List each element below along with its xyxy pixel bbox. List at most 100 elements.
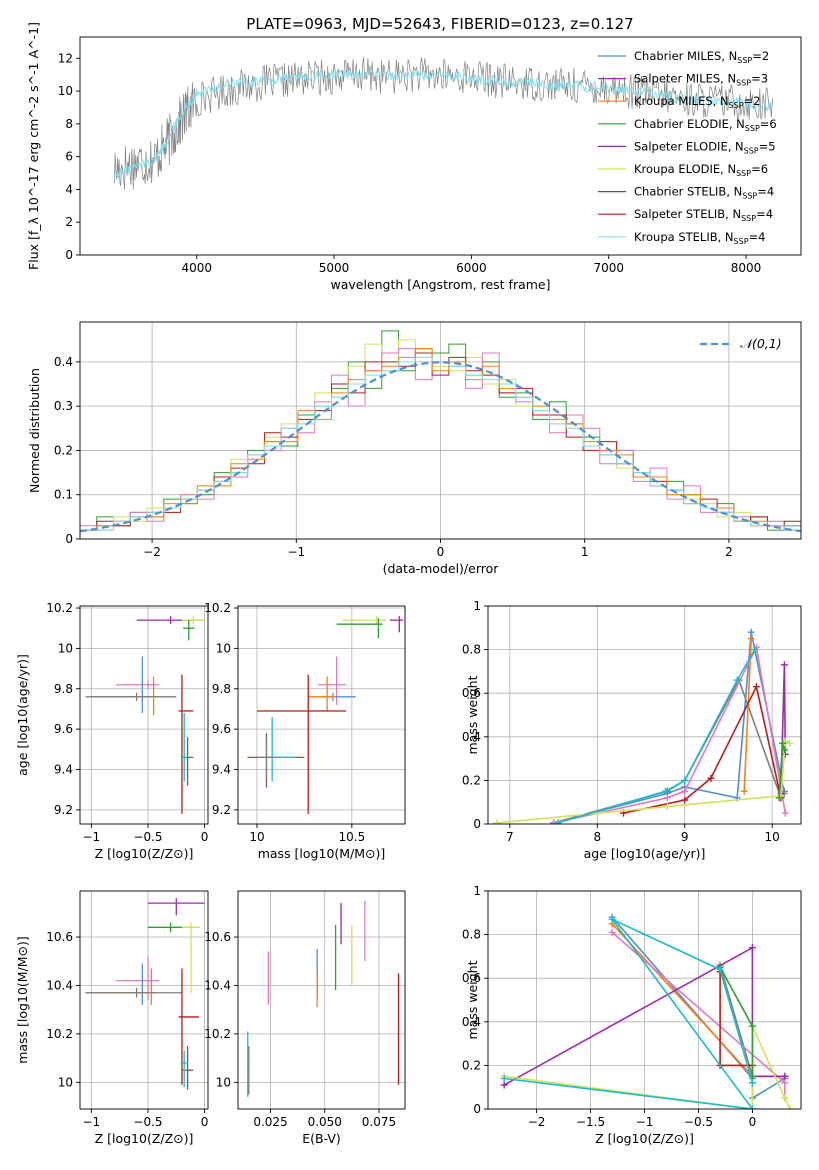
legend-subscript: SSP	[736, 79, 751, 88]
data-point-marker	[748, 944, 756, 952]
legend: 𝒩(0,1)	[700, 336, 782, 351]
errorbar-4	[116, 680, 160, 689]
legend-value: =6	[751, 162, 768, 176]
y-tick-label: 0.6	[462, 686, 481, 700]
x-tick-label: −1	[82, 830, 100, 844]
legend-value: =2	[744, 94, 761, 108]
y-tick-label: 1	[473, 599, 481, 613]
y-tick-label: 9.6	[212, 722, 231, 736]
x-tick-label: −0.5	[133, 1115, 162, 1129]
weight-series-1	[553, 632, 786, 824]
data-point-marker	[608, 928, 616, 936]
x-tick-label: 1	[581, 545, 589, 559]
legend-subscript: SSP	[736, 169, 751, 178]
y-tick-label: 0	[65, 248, 73, 262]
y-tick-label: 9.8	[212, 682, 231, 696]
x-axis-label: age [log10(age/yr)]	[584, 846, 706, 861]
errorbar-4	[317, 656, 347, 705]
legend-value: =5	[759, 139, 776, 153]
panel-residuals: 𝒩(0,1) −2 −1 0 1 2 0 0.1 0.2 0.3 0.4 (data-model)/e…	[27, 321, 802, 576]
plot-area	[85, 898, 205, 1090]
x-axis-label: Z [log10(Z/Z⊙)]	[595, 1131, 694, 1146]
plot-area	[247, 616, 404, 814]
legend-label: Chabrier MILES, NSSP=2	[634, 49, 769, 65]
data-point-marker	[748, 1022, 756, 1030]
x-tick-label: −1	[82, 1115, 100, 1129]
x-tick-label: −2	[143, 545, 161, 559]
y-tick-label: 9.4	[54, 763, 73, 777]
y-tick-label: 0	[473, 817, 481, 831]
x-tick-label: −2	[528, 1115, 546, 1129]
data-point-marker	[608, 915, 616, 923]
errorbar-9	[256, 717, 295, 782]
data-point-marker	[779, 739, 787, 747]
y-tick-label: 12	[58, 51, 73, 65]
y-tick-label: 10	[216, 1075, 231, 1089]
errorbar-6	[308, 676, 335, 711]
errorbar-8	[178, 968, 199, 1085]
legend-label: Kroupa MILES, NSSP=2	[634, 94, 760, 110]
x-tick-label: −0.5	[133, 830, 162, 844]
y-tick-label: 9.2	[212, 803, 231, 817]
panel-mass_vs_ebv: 0.025 0.050 0.075 10 10.2 10.4 10.6 E(B-V)	[204, 890, 406, 1146]
spectrum-series-1	[113, 57, 773, 190]
data-point-marker	[781, 1094, 789, 1102]
legend-label: Kroupa STELIB, NSSP=4	[634, 230, 765, 246]
data-point-marker	[781, 809, 789, 817]
errorbar-2	[181, 616, 205, 625]
legend-subscript: SSP	[741, 214, 756, 223]
errorbar-7	[256, 674, 347, 814]
y-tick-label: 10.2	[204, 1027, 231, 1041]
legend-value: =4	[756, 207, 773, 221]
y-tick-label: 10	[58, 84, 73, 98]
y-tick-label: 0.3	[54, 399, 73, 413]
legend-label: Salpeter ELODIE, NSSP=5	[634, 139, 776, 155]
plot-area	[113, 57, 773, 190]
weight-series-5	[623, 684, 782, 814]
data-point-marker	[740, 787, 748, 795]
data-point-marker	[663, 803, 671, 811]
y-tick-label: 0.2	[462, 773, 481, 787]
legend-label: Salpeter STELIB, NSSP=4	[634, 207, 773, 223]
x-tick-label: −1	[287, 545, 305, 559]
legend-subscript: SSP	[729, 101, 744, 110]
legend-subscript: SSP	[734, 237, 749, 246]
x-tick-label: 0.025	[253, 1115, 287, 1129]
data-point-marker	[780, 746, 788, 754]
y-tick-label: 6	[65, 150, 73, 164]
x-tick-label: 8	[593, 830, 601, 844]
x-tick-label: 0	[201, 830, 209, 844]
x-tick-label: 8000	[731, 261, 762, 275]
figure-title: PLATE=0963, MJD=52643, FIBERID=0123, z=0…	[246, 15, 633, 33]
x-tick-label: 2	[725, 545, 733, 559]
panel-spectrum: Chabrier MILES, NSSP=2 Salpeter MILES, NS…	[26, 22, 802, 292]
weight-series-6	[503, 946, 785, 1086]
y-tick-label: 0	[473, 1102, 481, 1116]
y-tick-label: 10.6	[204, 930, 231, 944]
data-point-marker	[661, 787, 669, 795]
errorbar-3	[181, 922, 201, 993]
errorbar-3	[183, 620, 195, 641]
y-tick-label: 10	[216, 641, 231, 655]
weight-series-4	[553, 644, 787, 824]
data-point-marker	[752, 683, 760, 691]
errorbar-1	[147, 898, 205, 916]
legend-value: =4	[757, 185, 774, 199]
plot-area	[500, 913, 794, 1109]
x-axis-label: E(B-V)	[302, 1131, 341, 1146]
x-tick-label: 10.5	[339, 830, 366, 844]
errorbar-8	[178, 674, 194, 814]
panel-age_vs_mass: 10 10.5 9.2 9.4 9.6 9.8 10 10.2 mass [log10(M/M⊙…	[204, 601, 406, 861]
plot-area	[80, 330, 801, 539]
x-tick-label: 0	[749, 1115, 757, 1129]
y-tick-label: 8	[65, 117, 73, 131]
data-point-marker	[786, 1105, 794, 1109]
histogram-series-6	[80, 356, 801, 539]
y-tick-label: 9.8	[54, 682, 73, 696]
data-point-marker	[500, 1081, 508, 1089]
x-tick-label: 10	[765, 830, 780, 844]
errorbar-1	[389, 616, 404, 633]
axes-frame	[237, 605, 406, 825]
errorbar-10	[180, 1050, 188, 1088]
